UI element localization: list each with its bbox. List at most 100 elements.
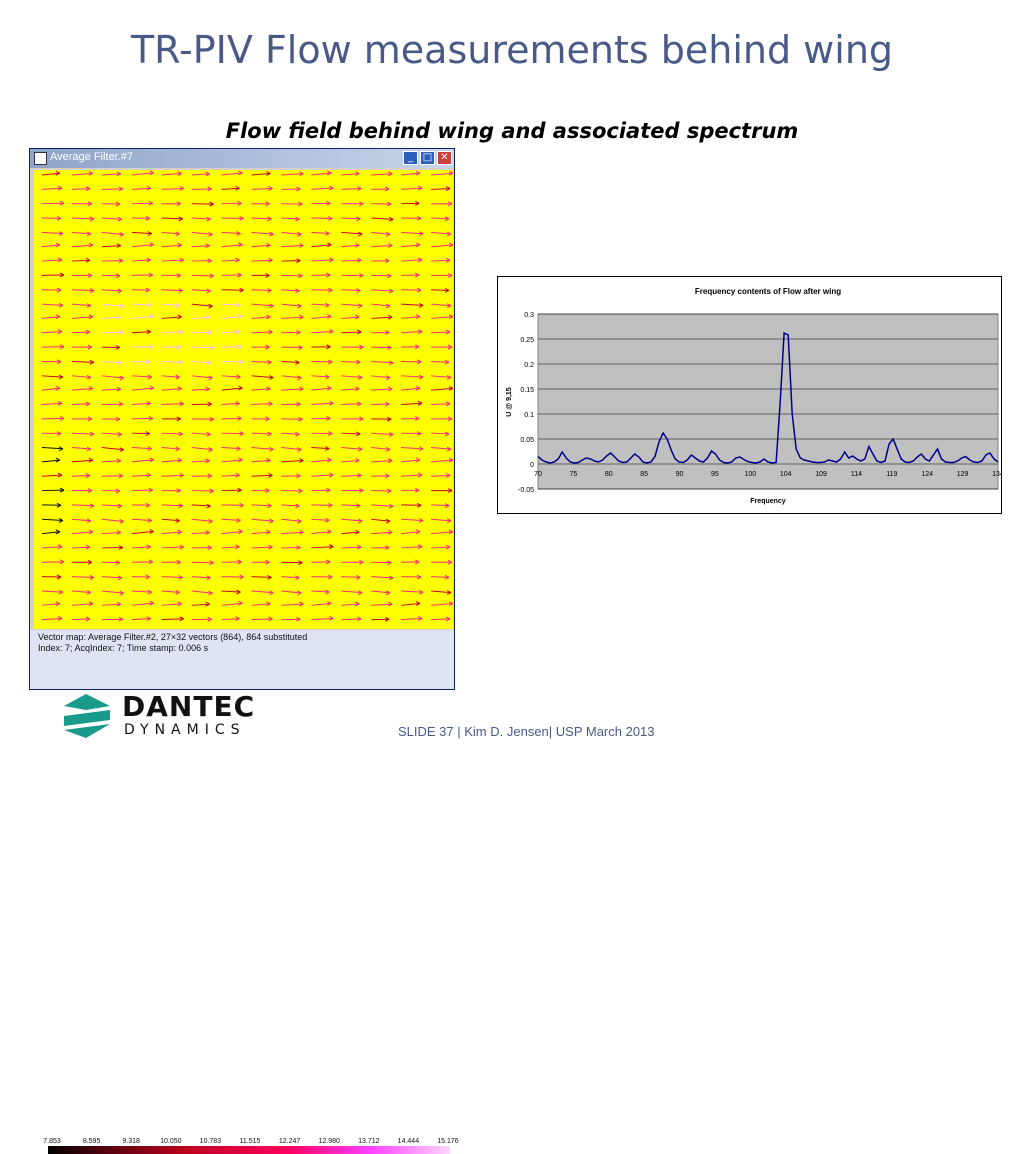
vector-arrow: [192, 187, 212, 191]
vector-arrow: [102, 376, 124, 380]
vector-arrow: [222, 416, 242, 420]
vector-arrow: [341, 602, 359, 606]
vector-arrow: [311, 518, 329, 522]
vector-arrow: [192, 519, 213, 523]
colorbar-tick-label: 15.176: [437, 1138, 458, 1145]
vector-arrow: [401, 201, 419, 205]
vector-arrow: [371, 591, 390, 595]
vector-arrow: [72, 590, 91, 594]
vector-arrow: [431, 288, 449, 292]
window-titlebar[interactable]: Average Filter.#7 _ □ ✕: [30, 149, 454, 168]
vector-arrow: [222, 503, 244, 507]
vector-arrow: [252, 473, 273, 477]
vector-field-plot[interactable]: [34, 170, 453, 629]
vector-arrow: [102, 274, 120, 278]
vector-arrow: [311, 375, 329, 379]
vector-arrow: [192, 217, 211, 221]
vector-arrow: [192, 417, 214, 421]
vector-arrow: [192, 304, 213, 308]
vector-arrow: [281, 561, 302, 565]
vector-map-window[interactable]: Average Filter.#7 _ □ ✕ Vector map: Aver…: [29, 148, 455, 690]
vector-arrow: [192, 274, 214, 278]
vector-arrow: [132, 258, 151, 262]
vector-arrow: [72, 458, 93, 462]
vector-arrow: [311, 601, 331, 605]
vector-arrow: [371, 304, 390, 308]
vector-arrow: [401, 258, 422, 262]
vector-arrow: [341, 330, 361, 334]
vector-arrow: [42, 616, 62, 620]
vector-arrow: [102, 259, 123, 263]
vector-arrow: [311, 231, 329, 235]
x-tick-label: 80: [605, 471, 613, 478]
vector-arrow: [281, 602, 303, 606]
vector-arrow: [281, 304, 301, 308]
vector-arrow: [102, 187, 123, 191]
vector-arrow: [162, 304, 180, 308]
x-tick-label: 75: [569, 471, 577, 478]
vector-arrow: [42, 473, 62, 477]
vector-arrow: [401, 303, 423, 307]
vector-arrow: [72, 530, 93, 534]
vector-arrow: [102, 289, 122, 293]
vector-arrow: [132, 314, 154, 318]
vector-arrow: [371, 433, 393, 437]
vector-arrow: [371, 617, 389, 621]
maximize-button[interactable]: □: [420, 151, 435, 165]
vector-arrow: [102, 561, 120, 565]
vector-arrow: [222, 458, 243, 462]
vector-arrow: [281, 274, 302, 278]
vector-arrow: [72, 243, 93, 247]
vector-arrow: [311, 575, 332, 579]
vector-arrow: [72, 417, 92, 421]
vector-arrow: [42, 216, 61, 220]
vector-arrow: [341, 387, 359, 391]
vector-arrow: [401, 519, 423, 523]
y-tick-label: 0.25: [520, 337, 534, 344]
vector-arrow: [102, 417, 120, 421]
vector-arrow: [102, 546, 123, 550]
vector-arrow: [371, 561, 391, 565]
vector-arrow: [72, 576, 94, 580]
vector-arrow: [102, 474, 123, 478]
vector-arrow: [431, 171, 453, 175]
x-tick-label: 104: [780, 471, 792, 478]
vector-arrow: [132, 601, 154, 605]
vector-arrow: [311, 288, 332, 292]
vector-arrow: [311, 447, 329, 451]
vector-arrow: [42, 273, 64, 277]
vector-arrow: [431, 458, 453, 462]
vector-arrow: [431, 602, 453, 606]
vector-arrow: [431, 243, 453, 247]
vector-arrow: [401, 345, 419, 349]
vector-arrow: [72, 545, 90, 549]
vector-arrow: [281, 387, 303, 391]
vector-arrow: [371, 447, 390, 451]
vector-arrow: [401, 171, 420, 175]
vector-arrow: [401, 401, 422, 405]
vector-arrow: [401, 530, 420, 534]
vector-arrow: [371, 576, 393, 580]
colorbar-tick-label: 10.050: [160, 1138, 181, 1145]
vector-arrow: [371, 546, 389, 550]
close-button[interactable]: ✕: [437, 151, 452, 165]
vector-arrow: [102, 361, 122, 365]
vector-arrow: [311, 201, 330, 205]
vector-arrow: [102, 504, 122, 508]
vector-arrow: [341, 187, 361, 191]
vector-arrow: [222, 529, 243, 533]
vector-arrow: [72, 402, 90, 406]
vector-arrow: [72, 345, 92, 349]
vector-arrow: [252, 243, 271, 247]
vector-arrow: [311, 303, 329, 307]
vector-arrow: [431, 202, 452, 206]
vector-arrow: [371, 274, 391, 278]
y-tick-label: 0.2: [524, 362, 534, 369]
logo-text-dantec: DANTEC: [122, 690, 255, 723]
minimize-button[interactable]: _: [403, 151, 418, 165]
status-panel: Vector map: Average Filter.#2, 27×32 vec…: [30, 630, 454, 689]
vector-arrow: [222, 258, 240, 262]
vector-arrow: [222, 447, 241, 451]
vector-arrow: [102, 519, 124, 523]
x-tick-label: 129: [957, 471, 969, 478]
